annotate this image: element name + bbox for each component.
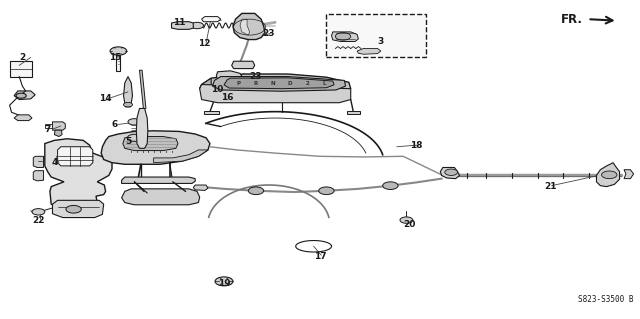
Polygon shape (232, 61, 255, 69)
Text: 11: 11 (173, 18, 186, 27)
Polygon shape (124, 77, 132, 107)
Circle shape (128, 119, 141, 125)
Polygon shape (204, 111, 219, 114)
Text: 12: 12 (198, 39, 211, 48)
Text: FR.: FR. (561, 13, 582, 26)
Polygon shape (10, 61, 32, 77)
Circle shape (66, 205, 81, 213)
Text: 7: 7 (45, 125, 51, 134)
Circle shape (127, 134, 141, 141)
Polygon shape (122, 177, 195, 183)
Circle shape (383, 182, 398, 189)
Circle shape (124, 102, 132, 107)
Circle shape (248, 187, 264, 195)
Polygon shape (101, 131, 210, 164)
Text: 2: 2 (305, 81, 309, 86)
Text: 4: 4 (51, 158, 58, 167)
Polygon shape (212, 77, 346, 91)
Polygon shape (229, 81, 243, 89)
Circle shape (16, 93, 26, 98)
Text: P: P (236, 81, 240, 86)
Polygon shape (116, 55, 120, 71)
Text: 6: 6 (112, 120, 118, 129)
Polygon shape (240, 19, 250, 35)
Circle shape (319, 187, 334, 195)
Text: 23: 23 (262, 29, 275, 38)
Polygon shape (357, 48, 381, 54)
Text: D: D (287, 81, 292, 86)
Text: 23: 23 (250, 72, 262, 81)
Polygon shape (624, 170, 634, 179)
Polygon shape (332, 32, 358, 41)
Text: S823-S3500 B: S823-S3500 B (578, 295, 634, 304)
Text: R: R (253, 81, 257, 86)
Text: 3: 3 (378, 37, 384, 46)
Polygon shape (193, 185, 208, 190)
Polygon shape (45, 124, 52, 128)
Polygon shape (52, 200, 104, 218)
Text: 16: 16 (221, 93, 234, 102)
FancyBboxPatch shape (326, 14, 426, 57)
Polygon shape (123, 137, 178, 151)
Circle shape (445, 169, 458, 175)
Circle shape (191, 22, 204, 29)
Polygon shape (52, 122, 65, 130)
Polygon shape (200, 74, 351, 94)
Polygon shape (58, 147, 93, 166)
Polygon shape (54, 130, 62, 137)
Polygon shape (14, 91, 35, 100)
Polygon shape (233, 13, 265, 40)
Polygon shape (224, 78, 334, 89)
Text: 22: 22 (32, 216, 45, 225)
Text: 15: 15 (109, 53, 122, 62)
Text: 10: 10 (211, 85, 223, 94)
Polygon shape (200, 78, 211, 91)
Circle shape (110, 47, 127, 55)
Circle shape (400, 217, 413, 223)
Text: 20: 20 (403, 220, 415, 229)
Text: 18: 18 (410, 141, 422, 150)
Polygon shape (136, 108, 148, 148)
Polygon shape (172, 22, 193, 29)
Polygon shape (440, 167, 460, 179)
Circle shape (602, 171, 617, 179)
Circle shape (32, 209, 45, 215)
Polygon shape (347, 111, 360, 114)
Polygon shape (200, 85, 351, 103)
Text: N: N (270, 81, 275, 86)
Text: 2: 2 (19, 53, 26, 62)
Polygon shape (140, 70, 146, 108)
Polygon shape (14, 115, 32, 121)
Text: 14: 14 (99, 94, 112, 103)
Polygon shape (154, 150, 208, 163)
Polygon shape (216, 71, 243, 82)
Text: 21: 21 (544, 182, 557, 191)
Text: 17: 17 (314, 252, 326, 261)
Text: 19: 19 (218, 279, 230, 288)
Polygon shape (122, 189, 200, 205)
Polygon shape (596, 163, 620, 187)
Polygon shape (202, 17, 221, 22)
Circle shape (215, 277, 233, 286)
Polygon shape (33, 171, 44, 181)
Polygon shape (45, 139, 112, 211)
Polygon shape (33, 156, 44, 167)
Text: L: L (323, 81, 326, 86)
Text: 5: 5 (125, 137, 131, 146)
Circle shape (335, 33, 351, 40)
